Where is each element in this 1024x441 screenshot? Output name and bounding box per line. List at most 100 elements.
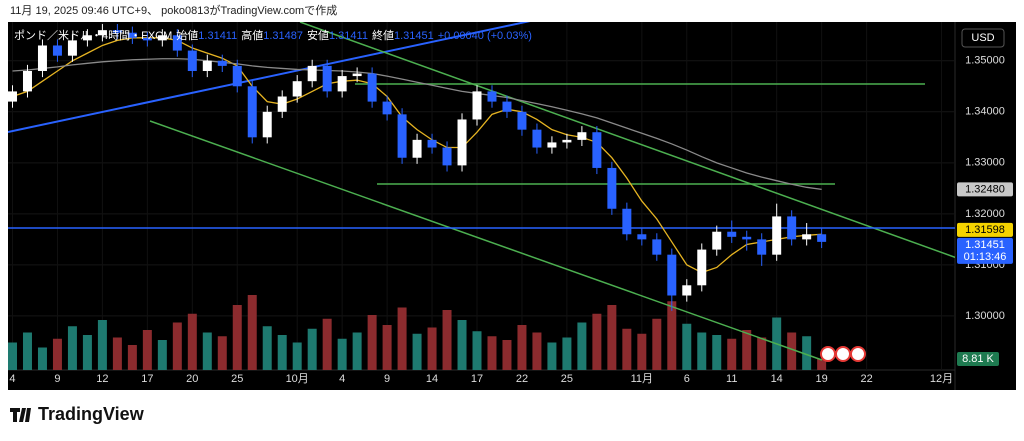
volume-bar <box>142 330 152 370</box>
volume-bar <box>397 307 407 370</box>
volume-bar <box>727 338 737 370</box>
candle-body <box>142 37 152 41</box>
volume-bar <box>712 335 722 370</box>
y-tick-label: 1.32000 <box>965 208 1005 220</box>
volume-bar <box>322 318 332 370</box>
volume-bar <box>802 336 812 370</box>
candle-body <box>52 45 62 56</box>
x-tick-label: 19 <box>816 373 828 385</box>
moving-average <box>12 58 822 191</box>
readout-value: 1.31411 <box>198 30 237 42</box>
chart-title: ポンド／米ドル・4時間・FXCM <box>14 29 172 42</box>
x-tick-label: 4 <box>339 373 345 385</box>
x-tick-label: 25 <box>231 373 243 385</box>
candle-body <box>232 65 242 87</box>
candle-body <box>217 60 227 66</box>
candle-body <box>187 50 197 71</box>
logo-icon <box>10 408 31 422</box>
candle-body <box>22 70 32 92</box>
x-tick-label: 25 <box>561 373 573 385</box>
x-tick-label: 10月 <box>286 373 309 385</box>
currency[interactable]: USD <box>971 32 994 44</box>
candle-body <box>67 40 77 56</box>
x-tick-label: 12 <box>96 373 108 385</box>
candle-body <box>787 216 797 240</box>
volume-bar <box>622 328 632 370</box>
x-tick-label: 12月 <box>930 373 953 385</box>
y-tick-label: 1.33000 <box>965 157 1005 169</box>
volume-bar <box>562 337 572 370</box>
y-tick-label: 1.30000 <box>965 310 1005 322</box>
candle-body <box>112 30 122 33</box>
x-tick-label: 9 <box>384 373 390 385</box>
volume-bar <box>502 340 512 370</box>
volume-bar <box>427 327 437 370</box>
x-tick-label: 22 <box>860 373 872 385</box>
candle-body <box>547 142 557 148</box>
currency-button[interactable] <box>961 28 1005 48</box>
volume-label: 8.81 K <box>962 353 994 365</box>
x-tick-label: 17 <box>141 373 153 385</box>
volume-marker <box>957 351 999 366</box>
candle-body <box>37 45 47 71</box>
x-tick-label: 11 <box>726 373 737 385</box>
candle-body <box>487 91 497 102</box>
candle-body <box>382 101 392 115</box>
price-marker <box>957 182 1013 197</box>
volume-bar <box>472 331 482 370</box>
readout-value: 1.31487 <box>263 30 303 42</box>
candle-body <box>337 76 347 92</box>
brand-logo: TradingView <box>10 404 145 424</box>
volume-bar <box>412 333 422 370</box>
volume-bar <box>607 305 617 370</box>
volume-bar <box>67 326 77 370</box>
volume-bar <box>307 328 317 370</box>
x-tick-label: 20 <box>186 373 198 385</box>
volume-bar <box>532 332 542 370</box>
volume-bar <box>457 320 467 370</box>
candle-body <box>532 129 542 148</box>
trend-line <box>299 22 955 259</box>
volume-bar <box>637 333 647 370</box>
brand: TradingView <box>38 404 145 424</box>
volume-bar <box>172 322 182 370</box>
candle-body <box>307 65 317 82</box>
trend-line <box>8 22 531 133</box>
x-tick-label: 11月 <box>631 373 653 385</box>
candle-body <box>697 249 707 286</box>
volume-bar <box>757 337 767 370</box>
event-flag <box>820 346 836 362</box>
price-marker-label: 1.31451 <box>965 239 1005 251</box>
readout-value: 1.31411 <box>329 30 368 42</box>
candle-body <box>277 96 287 112</box>
readout-label: 終値 <box>372 28 394 42</box>
readout-label: 始値 <box>176 28 198 42</box>
event-flags <box>820 346 866 362</box>
volume-bar <box>517 325 527 370</box>
volume-bar <box>202 332 212 370</box>
volume-bar <box>112 337 122 370</box>
volume-bar <box>697 332 707 370</box>
event-flag <box>835 346 851 362</box>
volume-bar <box>292 342 302 370</box>
volume-bar <box>787 332 797 370</box>
volume-bar <box>217 336 227 370</box>
volume-bar <box>247 295 257 370</box>
candle-body <box>157 35 167 41</box>
volume-bar <box>337 338 347 370</box>
volume-bar <box>187 313 197 370</box>
x-tick-label: 14 <box>426 373 438 385</box>
candle-body <box>622 208 632 235</box>
chart-panel <box>8 22 1016 390</box>
volume-bar <box>232 305 242 370</box>
volume-bar <box>82 335 92 370</box>
volume-bar <box>127 345 137 370</box>
volume-bar <box>652 318 662 370</box>
volume-bar <box>442 310 452 370</box>
candle-body <box>367 73 377 102</box>
change: +0.00040 (+0.03%) <box>438 30 532 42</box>
volume-bar <box>262 326 272 370</box>
volume-bar <box>682 323 692 370</box>
readout-value: 1.31451 <box>394 30 434 42</box>
